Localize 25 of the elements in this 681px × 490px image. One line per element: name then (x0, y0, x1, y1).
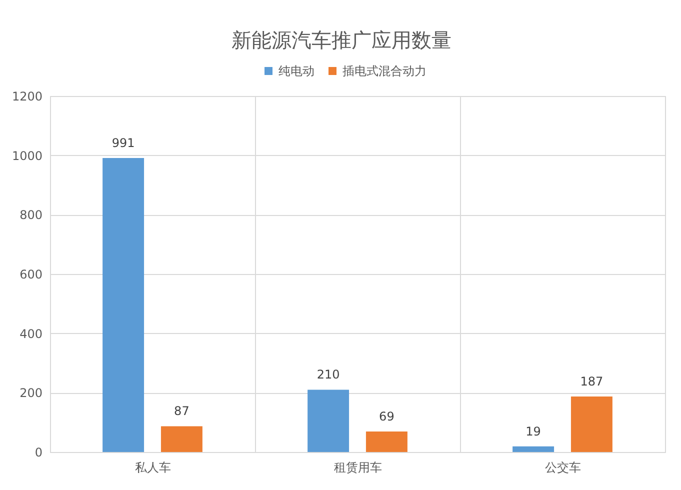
data-label: 187 (580, 374, 604, 389)
data-label: 991 (112, 136, 135, 150)
data-label: 87 (174, 404, 190, 418)
bar (102, 158, 144, 452)
chart-title: 新能源汽车推广应用数量 (232, 28, 452, 52)
bar (366, 432, 408, 452)
bar (308, 390, 350, 452)
legend-label: 插电式混合动力 (342, 64, 426, 78)
bar (570, 396, 612, 452)
y-tick-label: 200 (20, 386, 42, 400)
bar (512, 446, 554, 452)
data-label: 210 (316, 368, 340, 382)
data-label: 19 (526, 424, 541, 438)
data-label: 69 (379, 410, 394, 424)
y-tick-label: 1200 (12, 90, 42, 104)
y-tick-label: 0 (34, 446, 42, 460)
legend-label: 纯电动 (278, 64, 314, 78)
y-tick-label: 1000 (12, 148, 42, 163)
bar (160, 426, 202, 452)
y-tick-label: 400 (20, 326, 42, 341)
x-tick-label: 公交车 (545, 460, 581, 474)
y-tick-label: 600 (20, 268, 42, 282)
y-tick-label: 800 (20, 208, 42, 222)
x-tick-label: 私人车 (135, 460, 171, 474)
x-tick-label: 租赁用车 (334, 460, 382, 474)
